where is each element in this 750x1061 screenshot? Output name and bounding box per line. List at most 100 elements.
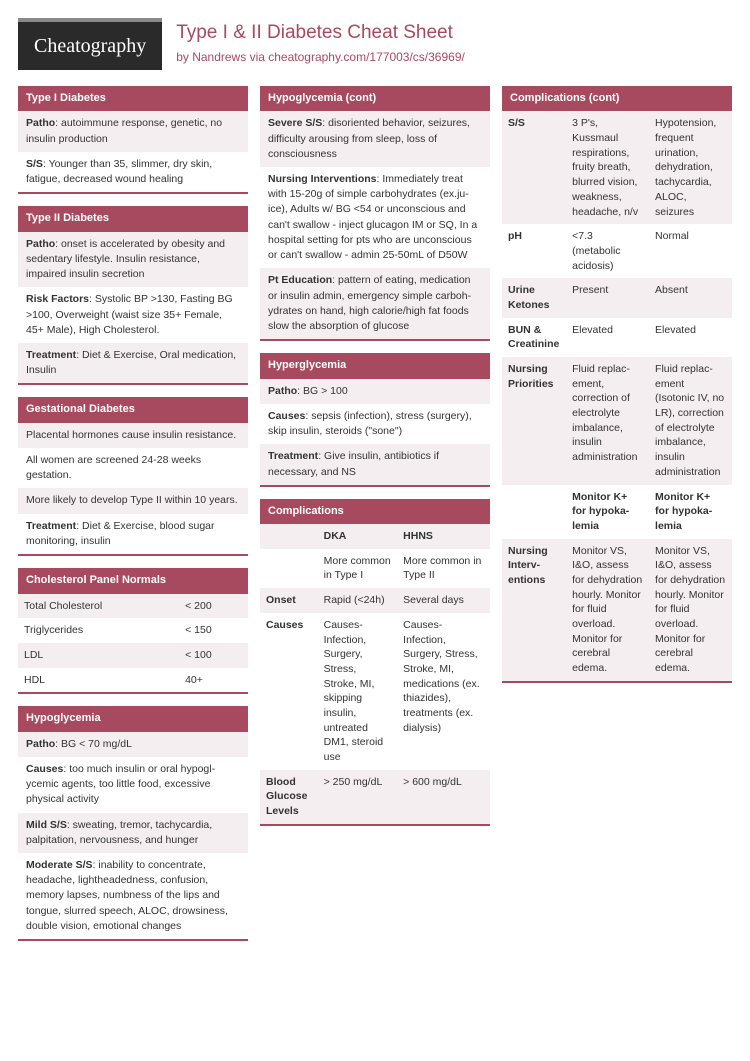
table-cell: Elevated bbox=[566, 318, 649, 357]
logo: Cheatography bbox=[18, 18, 162, 70]
table-cell: Monitor VS, I&O, assess for dehydr­ation… bbox=[649, 539, 732, 681]
section-box: Gestational DiabetesPlacental hormones c… bbox=[18, 397, 248, 556]
content-row: Patho: BG < 70 mg/dL bbox=[18, 732, 248, 757]
table-header-cell: HHNS bbox=[397, 524, 490, 549]
table-header-cell bbox=[260, 524, 318, 549]
header: Cheatography Type I & II Diabetes Cheat … bbox=[18, 18, 732, 70]
section-box: Type I DiabetesPatho: autoimmune respons… bbox=[18, 86, 248, 194]
table-cell: Fluid replac­ement (Isotonic IV, no LR),… bbox=[649, 357, 732, 485]
table-cell: More common in Type I bbox=[318, 549, 398, 588]
table-cell: Absent bbox=[649, 278, 732, 317]
table-cell: Monitor K+ for hypoka­lemia bbox=[649, 485, 732, 539]
content-row: Causes: too much insulin or oral hypogl­… bbox=[18, 757, 248, 813]
content-row: Nursing Interventions: Immediately treat… bbox=[260, 167, 490, 268]
table-header-cell: DKA bbox=[318, 524, 398, 549]
table-cell: Hypotension, frequent urination, dehydra… bbox=[649, 111, 732, 224]
content-row: Patho: onset is accelerated by obesity a… bbox=[18, 232, 248, 288]
author-link[interactable]: Nandrews bbox=[192, 50, 246, 64]
section-header: Gestational Diabetes bbox=[18, 397, 248, 422]
content-row: Mild S/S: sweating, tremor, tachycardia,… bbox=[18, 813, 248, 853]
column-2: Hypoglycemia (cont)Severe S/S: disorient… bbox=[260, 86, 490, 953]
content-row: Treatment: Diet & Exercise, Oral medica­… bbox=[18, 343, 248, 383]
section-box: Type II DiabetesPatho: onset is accelera… bbox=[18, 206, 248, 385]
content-row: Severe S/S: disoriented behavior, seizur… bbox=[260, 111, 490, 167]
table-cell: More common in Type II bbox=[397, 549, 490, 588]
page-title: Type I & II Diabetes Cheat Sheet bbox=[176, 20, 465, 47]
content-row: Placental hormones cause insulin resist­… bbox=[18, 423, 248, 448]
table-row-header: Nursing Priorities bbox=[502, 357, 566, 485]
section-header: Type II Diabetes bbox=[18, 206, 248, 231]
table-cell: 40+ bbox=[179, 668, 248, 693]
section-header: Hypoglycemia (cont) bbox=[260, 86, 490, 111]
table-cell: < 200 bbox=[179, 594, 248, 619]
by-text: by bbox=[176, 50, 192, 64]
table-cell: 3 P's, Kussmaul respirations, fruity bre… bbox=[566, 111, 649, 224]
content-row: Risk Factors: Systolic BP >130, Fasting … bbox=[18, 287, 248, 343]
table-cell: Monitor VS, I&O, assess for dehydr­ation… bbox=[566, 539, 649, 681]
table-row-header: pH bbox=[502, 224, 566, 278]
table-cell: Rapid (<24h) bbox=[318, 588, 398, 613]
table-row-header: BUN & Creatinine bbox=[502, 318, 566, 357]
content-row: Treatment: Give insulin, antibiotics if … bbox=[260, 444, 490, 484]
table: DKAHHNSMore common in Type IMore common … bbox=[260, 524, 490, 824]
table-cell: HDL bbox=[18, 668, 179, 693]
rows: Placental hormones cause insulin resist­… bbox=[18, 423, 248, 554]
table-cell: Elevated bbox=[649, 318, 732, 357]
section-box: HypoglycemiaPatho: BG < 70 mg/dLCauses: … bbox=[18, 706, 248, 941]
section-box: ComplicationsDKAHHNSMore common in Type … bbox=[260, 499, 490, 826]
content-row: Causes: sepsis (infection), stress (surg… bbox=[260, 404, 490, 444]
content-row: Patho: autoimmune response, genetic, no … bbox=[18, 111, 248, 151]
url-link[interactable]: cheatography.com/177003/cs/36969/ bbox=[268, 50, 465, 64]
table-cell: LDL bbox=[18, 643, 179, 668]
section-box: Hypoglycemia (cont)Severe S/S: disorient… bbox=[260, 86, 490, 341]
table-cell: < 100 bbox=[179, 643, 248, 668]
rows: Severe S/S: disoriented behavior, seizur… bbox=[260, 111, 490, 339]
rows: Patho: onset is accelerated by obesity a… bbox=[18, 232, 248, 384]
section-box: Cholesterol Panel NormalsTotal Cholester… bbox=[18, 568, 248, 694]
via-text: via bbox=[246, 50, 268, 64]
section-header: Hyperglycemia bbox=[260, 353, 490, 378]
rows: Patho: BG < 70 mg/dLCauses: too much ins… bbox=[18, 732, 248, 939]
byline: by Nandrews via cheatography.com/177003/… bbox=[176, 49, 465, 66]
content-row: Patho: BG > 100 bbox=[260, 379, 490, 404]
section-box: HyperglycemiaPatho: BG > 100Causes: seps… bbox=[260, 353, 490, 486]
table-cell: <7.3 (metabolic acidosis) bbox=[566, 224, 649, 278]
table-row-header: S/S bbox=[502, 111, 566, 224]
table-cell: Monitor K+ for hypoka­lemia bbox=[566, 485, 649, 539]
section-box: Complications (cont)S/S3 P's, Kussmaul r… bbox=[502, 86, 732, 683]
table-cell: > 600 mg/dL bbox=[397, 770, 490, 824]
table: Total Cholesterol< 200Triglycerides< 150… bbox=[18, 594, 248, 693]
table-cell: Triglycerides bbox=[18, 618, 179, 643]
table-cell: Present bbox=[566, 278, 649, 317]
table-cell: Several days bbox=[397, 588, 490, 613]
title-block: Type I & II Diabetes Cheat Sheet by Nand… bbox=[176, 18, 465, 65]
section-header: Hypoglycemia bbox=[18, 706, 248, 731]
table-row-header: Onset bbox=[260, 588, 318, 613]
table-row-header bbox=[502, 485, 566, 539]
table-cell: Normal bbox=[649, 224, 732, 278]
rows: Patho: autoimmune response, genetic, no … bbox=[18, 111, 248, 192]
section-header: Complications (cont) bbox=[502, 86, 732, 111]
table-row-header: Urine Ketones bbox=[502, 278, 566, 317]
table-row-header bbox=[260, 549, 318, 588]
table-row-header: Nursing Interv­entions bbox=[502, 539, 566, 681]
section-header: Complications bbox=[260, 499, 490, 524]
table-cell: Causes- Infection, Surgery, Stress, Stro… bbox=[318, 613, 398, 770]
section-header: Cholesterol Panel Normals bbox=[18, 568, 248, 593]
content-row: Moderate S/S: inability to concentrate, … bbox=[18, 853, 248, 939]
table-cell: Fluid replac­ement, correction of electr… bbox=[566, 357, 649, 485]
table-cell: Total Cholesterol bbox=[18, 594, 179, 619]
column-3: Complications (cont)S/S3 P's, Kussmaul r… bbox=[502, 86, 732, 953]
table-cell: > 250 mg/dL bbox=[318, 770, 398, 824]
content-row: Pt Education: pattern of eating, medicat… bbox=[260, 268, 490, 339]
table-cell: < 150 bbox=[179, 618, 248, 643]
content-row: S/S: Younger than 35, slimmer, dry skin,… bbox=[18, 152, 248, 192]
table-cell: Causes- Infection, Surgery, Stress, Stro… bbox=[397, 613, 490, 770]
table: S/S3 P's, Kussmaul respirations, fruity … bbox=[502, 111, 732, 680]
section-header: Type I Diabetes bbox=[18, 86, 248, 111]
content-row: Treatment: Diet & Exercise, blood sugar … bbox=[18, 514, 248, 554]
table-row-header: Blood Glucose Levels bbox=[260, 770, 318, 824]
column-1: Type I DiabetesPatho: autoimmune respons… bbox=[18, 86, 248, 953]
columns: Type I DiabetesPatho: autoimmune respons… bbox=[18, 86, 732, 953]
rows: Patho: BG > 100Causes: sepsis (infection… bbox=[260, 379, 490, 485]
